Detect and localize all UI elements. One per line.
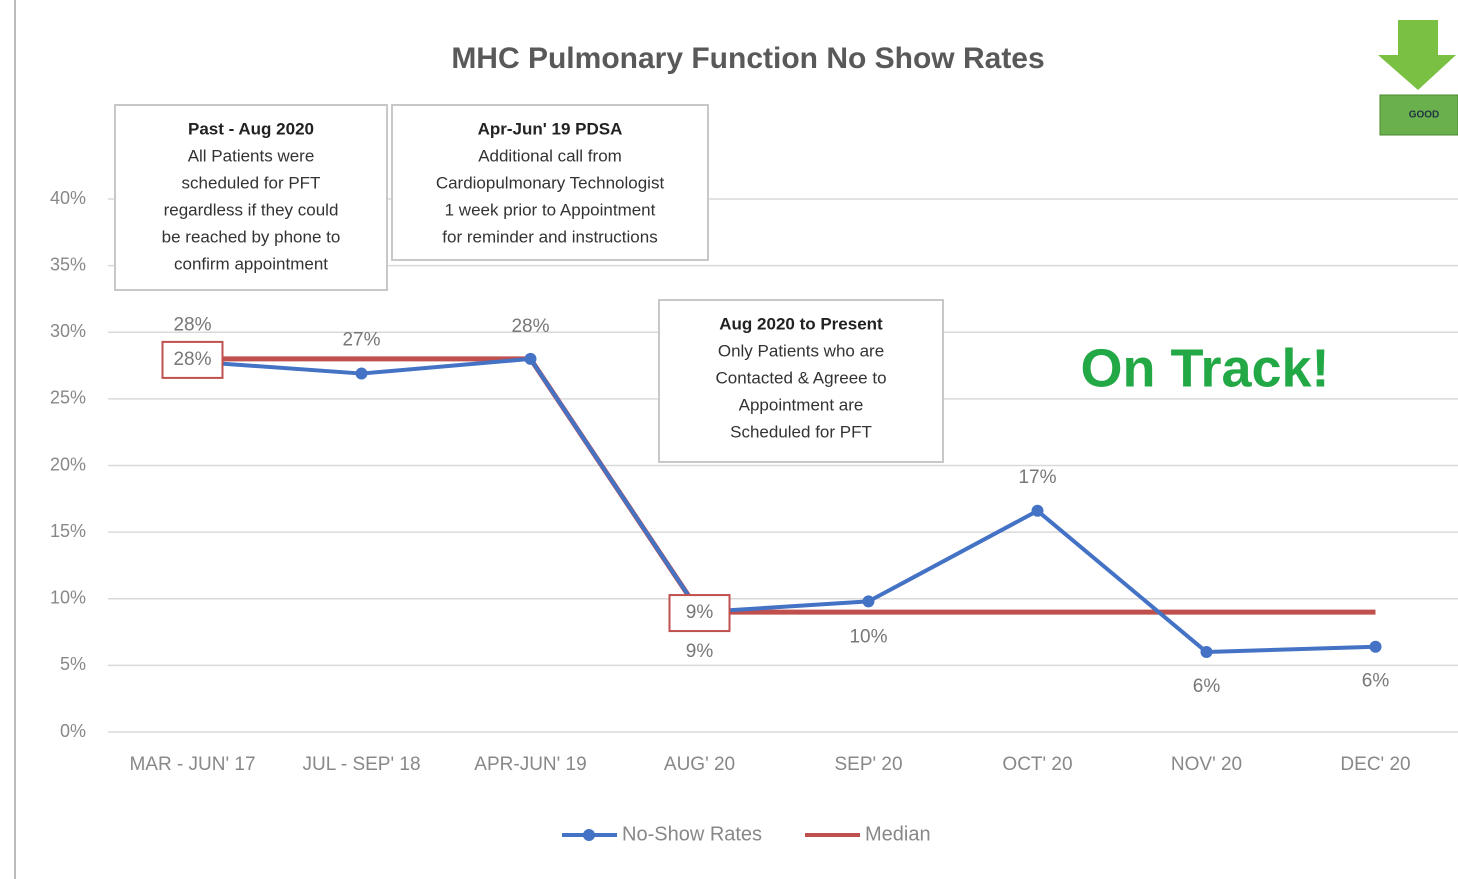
data-label: 28% bbox=[173, 315, 211, 336]
series-marker bbox=[355, 367, 368, 380]
data-label: 27% bbox=[342, 330, 380, 351]
annotation-line: regardless if they could bbox=[164, 200, 339, 219]
indicator-arrow bbox=[1378, 20, 1456, 90]
series-marker bbox=[524, 352, 537, 365]
x-tick-label: SEP' 20 bbox=[834, 754, 902, 775]
y-tick-label: 10% bbox=[50, 588, 86, 608]
annotation-box bbox=[658, 299, 944, 463]
annotation-line: Contacted & Agreee to bbox=[715, 368, 886, 387]
y-tick-label: 20% bbox=[50, 454, 86, 474]
median-line bbox=[192, 356, 1376, 615]
annotation-line: confirm appointment bbox=[174, 254, 328, 273]
legend-marker bbox=[583, 829, 595, 841]
y-tick-label: 30% bbox=[50, 321, 86, 341]
series-marker bbox=[862, 595, 875, 608]
series-marker bbox=[1200, 646, 1213, 659]
data-label-box bbox=[161, 340, 224, 379]
annotation-line: for reminder and instructions bbox=[442, 227, 657, 246]
annotation-box bbox=[391, 104, 709, 261]
annotation-title: Apr-Jun' 19 PDSA bbox=[478, 119, 623, 138]
data-label: 6% bbox=[1362, 671, 1390, 692]
annotation-line: Additional call from bbox=[478, 146, 622, 165]
x-tick-label: NOV' 20 bbox=[1171, 754, 1242, 775]
annotation-title: Aug 2020 to Present bbox=[719, 314, 883, 333]
x-tick-label: MAR - JUN' 17 bbox=[129, 754, 255, 775]
annotation-line: be reached by phone to bbox=[162, 227, 341, 246]
data-label: 10% bbox=[849, 626, 887, 647]
status-label: On Track! bbox=[1080, 338, 1329, 398]
y-tick-label: 5% bbox=[60, 654, 86, 674]
x-tick-label: DEC' 20 bbox=[1340, 754, 1410, 775]
data-label: 6% bbox=[1193, 676, 1221, 697]
chart-title: MHC Pulmonary Function No Show Rates bbox=[451, 42, 1044, 75]
data-label-box bbox=[668, 594, 731, 633]
y-tick-label: 25% bbox=[50, 388, 86, 408]
y-tick-label: 35% bbox=[50, 254, 86, 274]
data-label: 28% bbox=[511, 316, 549, 337]
annotation-line: All Patients were bbox=[188, 146, 315, 165]
x-tick-label: APR-JUN' 19 bbox=[474, 754, 586, 775]
annotation-line: Appointment are bbox=[739, 395, 864, 414]
annotation-box bbox=[114, 104, 388, 291]
y-tick-label: 0% bbox=[60, 721, 86, 741]
annotation-line: 1 week prior to Appointment bbox=[445, 200, 656, 219]
legend-label: Median bbox=[865, 823, 931, 845]
indicator-box bbox=[1379, 94, 1458, 136]
data-label: 28% bbox=[173, 349, 211, 370]
data-label: 9% bbox=[686, 641, 714, 662]
legend-label: No-Show Rates bbox=[622, 823, 762, 845]
annotation-line: Cardiopulmonary Technologist bbox=[436, 173, 665, 192]
series-marker bbox=[1369, 640, 1382, 653]
data-label: 9% bbox=[686, 602, 714, 623]
series-line bbox=[192, 356, 1376, 655]
series-marker bbox=[1031, 504, 1044, 517]
annotation-line: scheduled for PFT bbox=[182, 173, 321, 192]
y-tick-label: 40% bbox=[50, 188, 86, 208]
annotation-line: Scheduled for PFT bbox=[730, 422, 872, 441]
indicator-label: GOOD bbox=[1409, 110, 1440, 121]
x-tick-label: OCT' 20 bbox=[1002, 754, 1072, 775]
y-tick-label: 15% bbox=[50, 521, 86, 541]
data-label: 17% bbox=[1018, 467, 1056, 488]
x-tick-label: AUG' 20 bbox=[664, 754, 735, 775]
annotation-title: Past - Aug 2020 bbox=[188, 119, 314, 138]
x-tick-label: JUL - SEP' 18 bbox=[302, 754, 420, 775]
annotation-line: Only Patients who are bbox=[718, 341, 884, 360]
